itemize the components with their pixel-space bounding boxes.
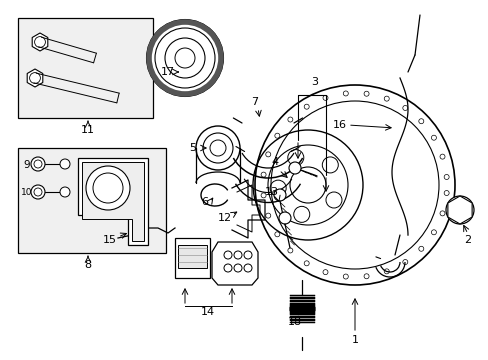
Text: 5: 5: [189, 143, 196, 153]
Polygon shape: [27, 69, 43, 87]
Text: 9: 9: [23, 160, 30, 170]
Circle shape: [60, 159, 70, 169]
Text: 14: 14: [201, 307, 215, 317]
Text: 7: 7: [251, 97, 258, 107]
Circle shape: [445, 196, 473, 224]
Circle shape: [31, 185, 45, 199]
Polygon shape: [212, 242, 258, 285]
Text: 17: 17: [161, 67, 175, 77]
Text: 11: 11: [81, 125, 95, 135]
Text: 2: 2: [464, 235, 470, 245]
Text: 18: 18: [287, 317, 302, 327]
Bar: [18, 148, 165, 253]
Circle shape: [31, 157, 45, 171]
Text: 15: 15: [103, 235, 117, 245]
Text: 10: 10: [21, 188, 33, 197]
Text: 13: 13: [264, 187, 279, 197]
Circle shape: [86, 166, 130, 210]
Text: 3: 3: [311, 77, 318, 87]
Circle shape: [288, 162, 301, 174]
Circle shape: [279, 212, 290, 224]
Circle shape: [273, 189, 285, 201]
Polygon shape: [82, 162, 143, 241]
Text: 8: 8: [84, 260, 91, 270]
Text: 12: 12: [218, 213, 232, 223]
Polygon shape: [175, 238, 209, 278]
Circle shape: [147, 20, 223, 96]
Polygon shape: [178, 245, 206, 268]
Bar: [18, 18, 153, 118]
Circle shape: [93, 173, 123, 203]
Text: 1: 1: [351, 335, 358, 345]
Polygon shape: [32, 33, 48, 51]
Polygon shape: [78, 158, 148, 245]
Text: 16: 16: [332, 120, 346, 130]
Circle shape: [60, 187, 70, 197]
Text: 6: 6: [201, 197, 208, 207]
Text: 4: 4: [271, 157, 278, 167]
Polygon shape: [447, 196, 471, 224]
